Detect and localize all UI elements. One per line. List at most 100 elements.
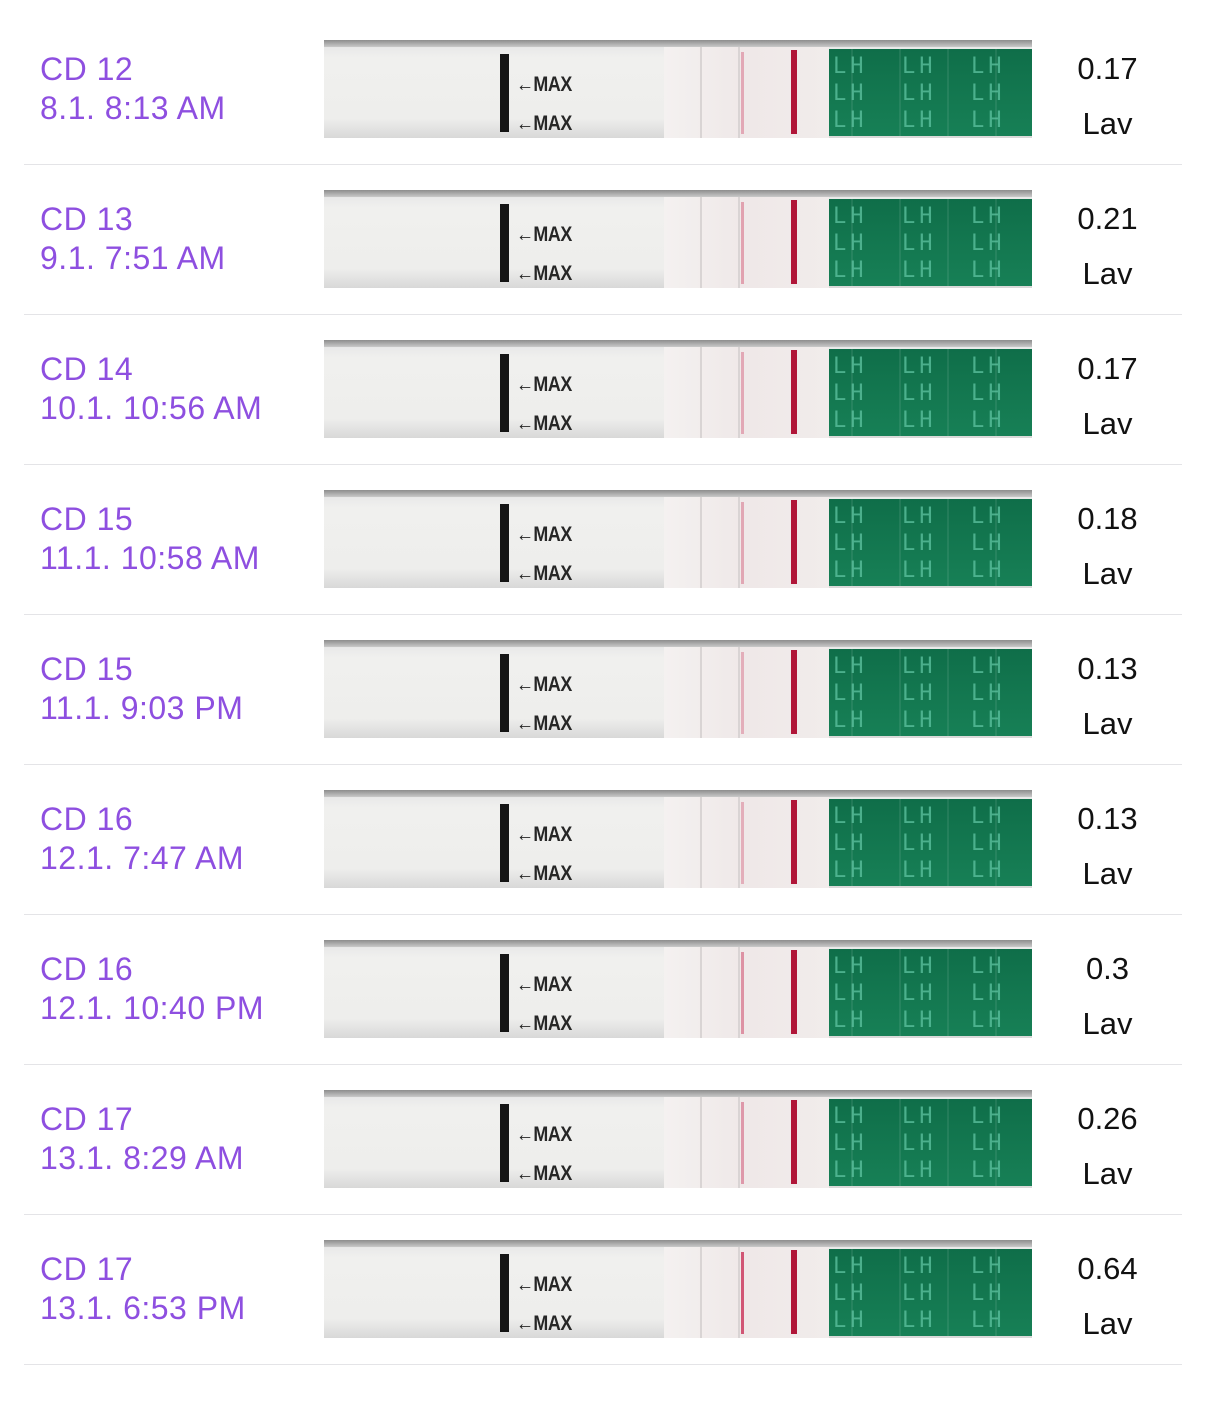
max-arrow-label: ←MAX (516, 112, 572, 135)
strip-edge (324, 490, 1032, 497)
control-line (791, 650, 797, 734)
cycle-day-label: CD 16 (40, 951, 134, 987)
lh-band: LH LH LH LH LH LH LH LH LH LH LH LH LH L… (829, 649, 1032, 736)
max-arrow-label: ←MAX (516, 862, 572, 885)
max-arrow-label: ←MAX (516, 262, 572, 285)
test-strip-photo[interactable]: ←MAX ←MAX LH LH LH LH LH LH LH LH LH LH LH… (324, 340, 1032, 438)
cycle-day-label: CD 15 (40, 501, 134, 537)
lh-band-text: LH LH LH LH LH LH LH LH LH LH LH LH LH L… (833, 1254, 1006, 1333)
max-arrow-label: ←MAX (516, 373, 572, 396)
lh-band: LH LH LH LH LH LH LH LH LH LH LH LH LH L… (829, 949, 1032, 1036)
list-item[interactable]: CD 16 12.1. 7:47 AM ←MAX ←MAX LH LH LH LH LH… (0, 765, 1206, 915)
lh-band: LH LH LH LH LH LH LH LH LH LH LH LH LH L… (829, 499, 1032, 586)
test-strip-photo[interactable]: ←MAX ←MAX LH LH LH LH LH LH LH LH LH LH LH… (324, 1240, 1032, 1338)
test-strip-photo[interactable]: ←MAX ←MAX LH LH LH LH LH LH LH LH LH LH LH… (324, 1090, 1032, 1188)
control-line (791, 800, 797, 884)
strip-marker-bar (500, 54, 509, 132)
max-arrow-label: ←MAX (516, 223, 572, 246)
window-divider (738, 197, 740, 288)
test-line (741, 652, 744, 734)
strip-edge (324, 340, 1032, 347)
ratio-value: 0.3 (1085, 951, 1130, 986)
window-divider (700, 347, 702, 438)
cycle-day-label: CD 15 (40, 651, 134, 687)
result-window (664, 47, 829, 138)
cycle-day-label: CD 12 (40, 51, 134, 87)
result-value: 0.17 Lav (1050, 41, 1165, 151)
list-item[interactable]: CD 17 13.1. 8:29 AM ←MAX ←MAX LH LH LH LH LH… (0, 1065, 1206, 1215)
test-strip-photo[interactable]: ←MAX ←MAX LH LH LH LH LH LH LH LH LH LH LH… (324, 40, 1032, 138)
lh-band: LH LH LH LH LH LH LH LH LH LH LH LH LH L… (829, 349, 1032, 436)
result-window (664, 197, 829, 288)
list-item[interactable]: CD 16 12.1. 10:40 PM ←MAX ←MAX LH LH LH LH L… (0, 915, 1206, 1065)
cycle-day-label: CD 17 (40, 1251, 134, 1287)
strip-marker-bar (500, 1104, 509, 1182)
strip-marker-bar (500, 1254, 509, 1332)
cycle-day-label: CD 13 (40, 201, 134, 237)
test-strip-photo[interactable]: ←MAX ←MAX LH LH LH LH LH LH LH LH LH LH LH… (324, 190, 1032, 288)
control-line (791, 50, 797, 134)
date-time-label: 10.1. 10:56 AM (40, 390, 263, 426)
date-time-label: 8.1. 8:13 AM (40, 90, 226, 126)
test-line (741, 352, 744, 434)
list-item[interactable]: CD 14 10.1. 10:56 AM ←MAX ←MAX LH LH LH LH L… (0, 315, 1206, 465)
lh-band-text: LH LH LH LH LH LH LH LH LH LH LH LH LH L… (833, 804, 1006, 883)
list-item[interactable]: CD 13 9.1. 7:51 AM ←MAX ←MAX LH LH LH LH LH … (0, 165, 1206, 315)
strip-edge (324, 1240, 1032, 1247)
date-time-label: 11.1. 9:03 PM (40, 690, 244, 726)
list-item[interactable]: CD 15 11.1. 10:58 AM ←MAX ←MAX LH LH LH LH L… (0, 465, 1206, 615)
entry-timestamp: CD 17 13.1. 6:53 PM (40, 1250, 246, 1328)
window-divider (700, 947, 702, 1038)
test-strip-photo[interactable]: ←MAX ←MAX LH LH LH LH LH LH LH LH LH LH LH… (324, 790, 1032, 888)
lh-band: LH LH LH LH LH LH LH LH LH LH LH LH LH L… (829, 49, 1032, 136)
max-arrow-label: ←MAX (516, 562, 572, 585)
strip-marker-bar (500, 354, 509, 432)
max-arrow-label: ←MAX (516, 412, 572, 435)
control-line (791, 1250, 797, 1334)
ratio-value: 0.21 (1077, 201, 1138, 236)
result-value: 0.3 Lav (1050, 941, 1165, 1051)
result-window (664, 647, 829, 738)
date-time-label: 9.1. 7:51 AM (40, 240, 226, 276)
list-item[interactable]: CD 15 11.1. 9:03 PM ←MAX ←MAX LH LH LH LH LH… (0, 615, 1206, 765)
test-line (741, 1102, 744, 1184)
list-item[interactable]: CD 17 13.1. 6:53 PM ←MAX ←MAX LH LH LH LH LH… (0, 1215, 1206, 1365)
ratio-value: 0.17 (1077, 51, 1138, 86)
test-line (741, 202, 744, 284)
window-divider (738, 347, 740, 438)
test-strip-photo[interactable]: ←MAX ←MAX LH LH LH LH LH LH LH LH LH LH LH… (324, 640, 1032, 738)
entry-timestamp: CD 12 8.1. 8:13 AM (40, 50, 226, 128)
result-value: 0.21 Lav (1050, 191, 1165, 301)
list-item[interactable]: CD 12 8.1. 8:13 AM ←MAX ←MAX LH LH LH LH LH … (0, 15, 1206, 165)
entry-timestamp: CD 15 11.1. 9:03 PM (40, 650, 243, 728)
strip-marker-bar (500, 804, 509, 882)
strip-edge (324, 1090, 1032, 1097)
lh-band: LH LH LH LH LH LH LH LH LH LH LH LH LH L… (829, 1099, 1032, 1186)
entry-timestamp: CD 15 11.1. 10:58 AM (40, 500, 260, 578)
cycle-day-label: CD 14 (40, 351, 134, 387)
test-line (741, 502, 744, 584)
test-strip-photo[interactable]: ←MAX ←MAX LH LH LH LH LH LH LH LH LH LH LH… (324, 490, 1032, 588)
entry-timestamp: CD 13 9.1. 7:51 AM (40, 200, 226, 278)
window-divider (738, 47, 740, 138)
result-label: Lav (1082, 1156, 1133, 1191)
strip-edge (324, 790, 1032, 797)
test-strip-photo[interactable]: ←MAX ←MAX LH LH LH LH LH LH LH LH LH LH LH… (324, 940, 1032, 1038)
result-value: 0.13 Lav (1050, 791, 1165, 901)
max-arrow-label: ←MAX (516, 823, 572, 846)
max-arrow-label: ←MAX (516, 73, 572, 96)
entry-timestamp: CD 14 10.1. 10:56 AM (40, 350, 262, 428)
entry-timestamp: CD 16 12.1. 10:40 PM (40, 950, 264, 1028)
ratio-value: 0.13 (1077, 651, 1138, 686)
result-value: 0.13 Lav (1050, 641, 1165, 751)
window-divider (700, 197, 702, 288)
window-divider (700, 47, 702, 138)
max-arrow-label: ←MAX (516, 673, 572, 696)
strip-edge (324, 190, 1032, 197)
max-arrow-label: ←MAX (516, 523, 572, 546)
lh-band-text: LH LH LH LH LH LH LH LH LH LH LH LH LH L… (833, 354, 1006, 433)
max-arrow-label: ←MAX (516, 973, 572, 996)
date-time-label: 12.1. 10:40 PM (40, 990, 265, 1026)
max-arrow-label: ←MAX (516, 1162, 572, 1185)
result-value: 0.18 Lav (1050, 491, 1165, 601)
